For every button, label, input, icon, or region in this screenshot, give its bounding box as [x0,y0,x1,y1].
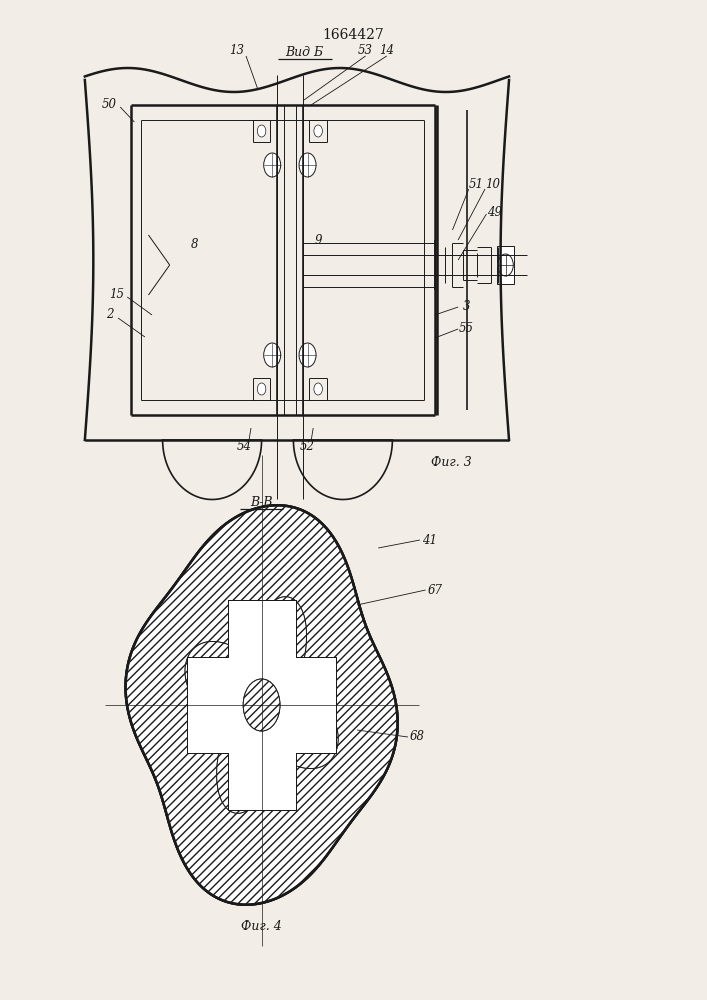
Polygon shape [187,600,336,810]
Text: 68: 68 [409,730,425,744]
Text: 3: 3 [463,300,470,314]
Text: 13: 13 [229,44,245,57]
Circle shape [257,125,266,137]
Text: 52: 52 [300,440,315,454]
Text: 67: 67 [428,584,443,596]
Text: 2: 2 [106,308,113,322]
Text: 9: 9 [315,233,322,246]
Text: 8: 8 [191,238,198,251]
Text: 1664427: 1664427 [322,28,385,42]
Polygon shape [126,505,397,905]
Text: 50: 50 [102,98,117,110]
Text: 54: 54 [236,440,252,454]
Text: 14: 14 [379,44,395,57]
Polygon shape [185,597,338,813]
Text: В-В: В-В [250,496,273,510]
Circle shape [314,383,322,395]
Text: Вид Б: Вид Б [285,46,323,60]
Circle shape [264,343,281,367]
Text: 10: 10 [485,178,501,192]
Text: 51: 51 [469,178,484,192]
Bar [496,246,515,284]
Text: 53: 53 [358,44,373,57]
Circle shape [257,383,266,395]
Polygon shape [126,505,397,905]
Circle shape [299,343,316,367]
Text: 41: 41 [422,534,438,546]
Circle shape [243,679,280,731]
Circle shape [314,125,322,137]
Circle shape [264,153,281,177]
Circle shape [243,679,280,731]
Circle shape [498,254,513,276]
Text: Фиг. 4: Фиг. 4 [241,920,282,934]
Text: 15: 15 [109,288,124,300]
Text: 49: 49 [487,206,503,219]
Circle shape [299,153,316,177]
Text: 55: 55 [459,322,474,336]
Text: Фиг. 3: Фиг. 3 [431,456,472,468]
Polygon shape [185,597,338,813]
